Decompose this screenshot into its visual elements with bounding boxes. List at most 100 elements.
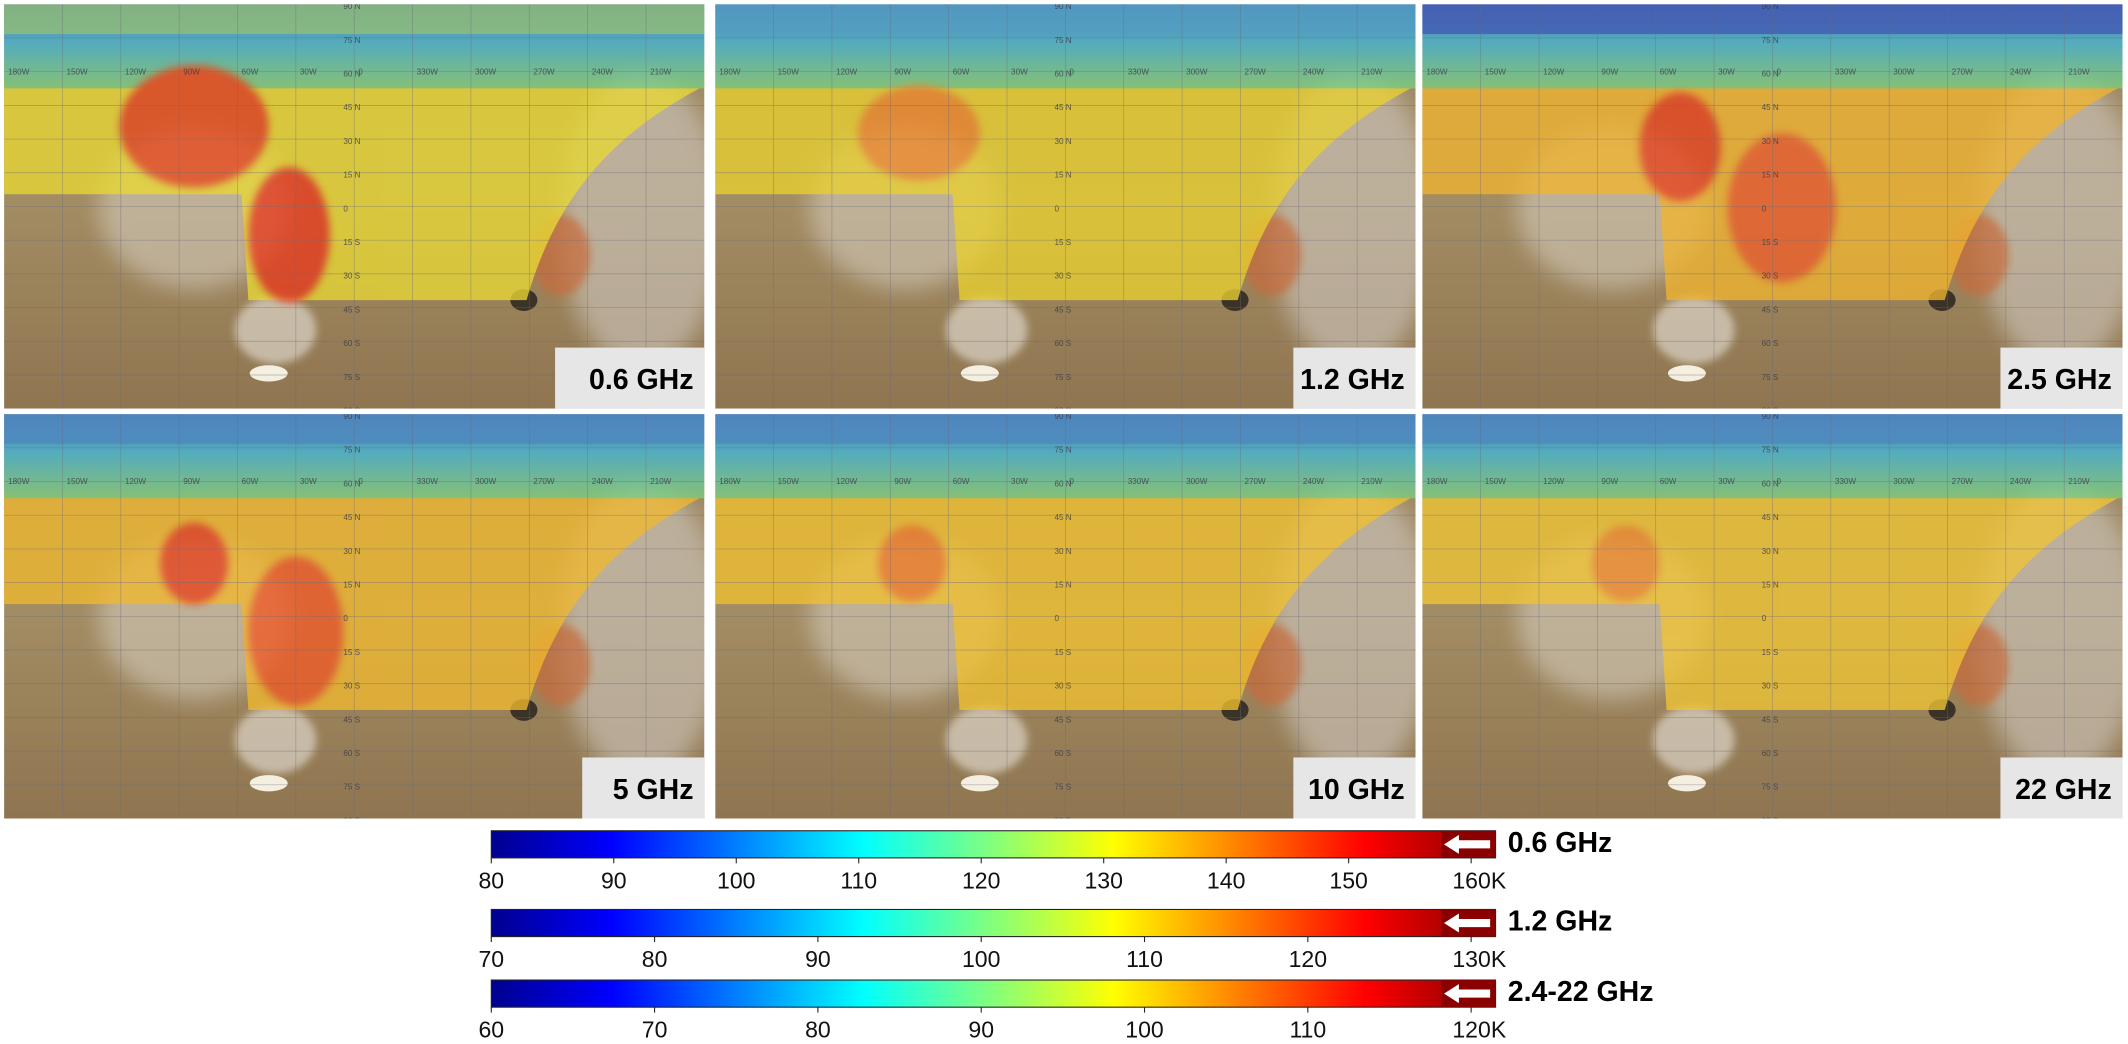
longitude-label: 210W: [2068, 477, 2090, 486]
colorbar-label: 1.2 GHz: [1508, 906, 1612, 938]
overlay-warm: [160, 522, 228, 605]
latitude-label: 90 S: [343, 816, 360, 825]
longitude-label: 120W: [1543, 477, 1565, 486]
latitude-label: 75 S: [1762, 373, 1779, 382]
latitude-label: 15 S: [1762, 238, 1779, 247]
longitude-label: 30W: [1011, 67, 1028, 76]
map-panel: 180W 150W 120W 90W 60W 30W 0 330W 300W 270W 240W 21…: [4, 2, 705, 409]
overlay-warm: [1727, 133, 1837, 283]
colorbar-tick-label: 160K: [1452, 867, 1506, 893]
longitude-label: 0: [358, 477, 363, 486]
latitude-label: 0: [343, 614, 348, 623]
longitude-label: 150W: [778, 67, 800, 76]
colorbar-tick-label: 110: [840, 867, 877, 893]
latitude-label: 30 S: [343, 272, 360, 281]
panel-label-box: [2000, 757, 2123, 819]
panel-label: 10 GHz: [1308, 774, 1405, 806]
latitude-label: 30 S: [1762, 682, 1779, 691]
map-content: 180W 150W 120W 90W 60W 30W 0 330W 300W 270W 240W 21…: [1422, 2, 2123, 416]
panel-label-box: [1293, 757, 1416, 819]
latitude-label: 60 N: [343, 70, 360, 79]
latitude-label: 60 N: [1762, 479, 1779, 488]
longitude-label: 90W: [1601, 477, 1618, 486]
latitude-label: 45 N: [1055, 513, 1072, 522]
longitude-label: 120W: [125, 67, 147, 76]
latitude-label: 15 N: [343, 171, 360, 180]
longitude-label: 30W: [1718, 67, 1735, 76]
latitude-label: 75 S: [343, 783, 360, 792]
longitude-label: 330W: [417, 477, 439, 486]
latitude-label: 90 N: [343, 412, 360, 421]
latitude-label: 90 S: [1762, 407, 1779, 416]
colorbar-tick-label: 130: [1084, 867, 1122, 893]
longitude-label: 30W: [1718, 477, 1735, 486]
longitude-label: 60W: [1660, 67, 1677, 76]
bright-terrain: [945, 705, 1028, 774]
longitude-label: 30W: [1011, 477, 1028, 486]
latitude-label: 15 S: [1055, 238, 1072, 247]
colorbar-bar: [490, 979, 1497, 1008]
longitude-label: 270W: [533, 67, 555, 76]
map-content: 180W 150W 120W 90W 60W 30W 0 330W 300W 270W 240W 21…: [715, 414, 1416, 819]
longitude-label: 330W: [1835, 67, 1857, 76]
colorbar-tick-label: 70: [478, 946, 504, 972]
colorbar-tick-label: 70: [642, 1017, 668, 1043]
overlay-warm: [248, 167, 330, 303]
arrow-icon: [1444, 984, 1491, 1004]
latitude-label: 15 N: [343, 580, 360, 589]
latitude-label: 60 N: [1055, 479, 1072, 488]
latitude-label: 60 S: [1762, 749, 1779, 758]
latitude-label: 0: [1762, 614, 1767, 623]
latitude-label: 15 S: [343, 238, 360, 247]
longitude-label: 270W: [533, 477, 555, 486]
longitude-label: 240W: [2010, 67, 2032, 76]
colorbar-tick-label: 100: [962, 946, 1000, 972]
bright-spot: [960, 365, 999, 382]
latitude-label: 45 N: [1055, 103, 1072, 112]
longitude-label: 90W: [183, 477, 200, 486]
bright-spot: [1667, 775, 1706, 792]
latitude-label: 45 S: [1762, 305, 1779, 314]
bright-terrain: [234, 296, 317, 364]
latitude-label: 90 S: [1055, 407, 1072, 416]
longitude-label: 300W: [1186, 477, 1208, 486]
map-panel: 180W 150W 120W 90W 60W 30W 0 330W 300W 270W 240W 21…: [4, 412, 705, 825]
latitude-label: 90 N: [343, 2, 360, 11]
colorbar-tick-label: 90: [805, 946, 831, 972]
latitude-label: 45 N: [1762, 103, 1779, 112]
longitude-label: 240W: [2010, 477, 2032, 486]
latitude-label: 30 S: [1762, 272, 1779, 281]
map-content: 180W 150W 120W 90W 60W 30W 0 330W 300W 270W 240W 21…: [4, 2, 705, 409]
latitude-label: 30 S: [1055, 272, 1072, 281]
latitude-label: 45 S: [343, 305, 360, 314]
colorbar-tick-label: 100: [717, 867, 755, 893]
latitude-label: 0: [343, 204, 348, 213]
longitude-label: 180W: [719, 477, 741, 486]
longitude-label: 30W: [300, 67, 317, 76]
latitude-label: 15 S: [1762, 648, 1779, 657]
colorbar-tick-label: 120: [1289, 946, 1327, 972]
longitude-label: 330W: [417, 67, 439, 76]
latitude-label: 0: [1762, 204, 1767, 213]
latitude-label: 90 N: [1762, 2, 1779, 11]
panel-label-box: [2000, 347, 2123, 409]
colorbar-tick-label: 90: [601, 867, 627, 893]
longitude-label: 150W: [67, 67, 89, 76]
longitude-label: 330W: [1128, 477, 1150, 486]
longitude-label: 120W: [836, 67, 858, 76]
panel-label-box: [582, 757, 705, 819]
latitude-label: 45 S: [1055, 715, 1072, 724]
bright-terrain: [945, 296, 1028, 364]
latitude-label: 15 N: [1762, 171, 1779, 180]
longitude-label: 180W: [719, 67, 741, 76]
panel-label-box: [555, 347, 705, 409]
map-panel: 180W 150W 120W 90W 60W 30W 0 330W 300W 270W 240W 21…: [715, 4, 1416, 416]
colorbar-tick-label: 120K: [1452, 1017, 1506, 1043]
bright-spot: [249, 775, 288, 792]
latitude-label: 60 N: [1762, 70, 1779, 79]
colorbar-tick-label: 110: [1126, 946, 1163, 972]
longitude-label: 120W: [1543, 67, 1565, 76]
overlay-warm: [1639, 92, 1721, 202]
